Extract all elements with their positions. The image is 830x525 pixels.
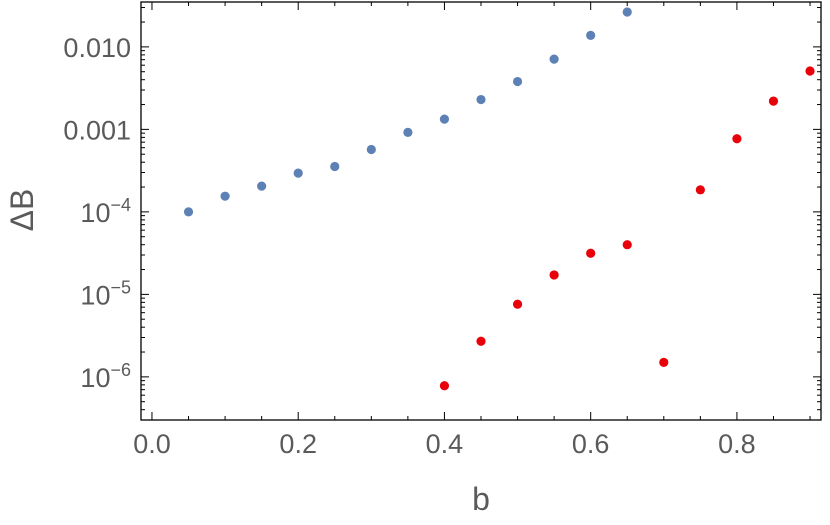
series-1-point [512,76,523,87]
series-1-point [403,127,413,137]
x-axis-title: b [472,481,490,517]
x-tick-label: 0.4 [426,429,464,459]
y-tick-label: 10−4 [80,195,131,228]
series-1-point [220,191,230,201]
series-2-point [768,96,779,106]
x-tick-label: 0.2 [279,429,317,459]
plot-frame [140,1,822,421]
y-tick-exponent: −4 [110,195,131,215]
series-2-point [439,381,450,391]
y-axis-title: ΔB [4,189,40,232]
series-2-point [622,240,632,250]
series-1-point [476,94,486,105]
x-tick-labels: 0.0 0.2 0.4 0.6 0.8 [133,429,755,459]
series-1-point [586,30,596,40]
series-1-point [183,207,194,217]
y-tick-label: 10−5 [80,277,131,310]
x-tick-label: 0.6 [572,429,610,459]
y-tick-label: 10−6 [80,360,131,393]
x-tick-label: 0.0 [133,429,171,459]
series-1-point [293,168,303,178]
y-tick-base: 10 [80,363,110,393]
tick-marks [141,2,821,421]
y-tick-label: 0.001 [63,115,131,145]
data-points [183,7,815,391]
series-2-point [549,270,559,280]
series-2-point [586,248,596,258]
series-2-point [805,66,815,76]
y-tick-base: 10 [80,280,110,310]
series-2-point [695,185,705,195]
series-1-point [622,7,632,17]
y-tick-exponent: −5 [110,277,131,297]
y-tick-exponent: −6 [110,360,131,380]
y-tick-label: 0.010 [63,33,131,63]
series-2-point [659,357,669,367]
x-tick-label: 0.8 [718,429,756,459]
series-1-point [257,181,267,191]
series-1-point [366,144,376,155]
series-1-point [549,54,559,64]
y-tick-base: 10 [80,198,110,228]
series-1-point [330,161,340,172]
series-1-point [439,114,450,124]
series-2-point [732,134,742,144]
series-2-point [512,299,523,309]
series-2-point [476,336,486,346]
